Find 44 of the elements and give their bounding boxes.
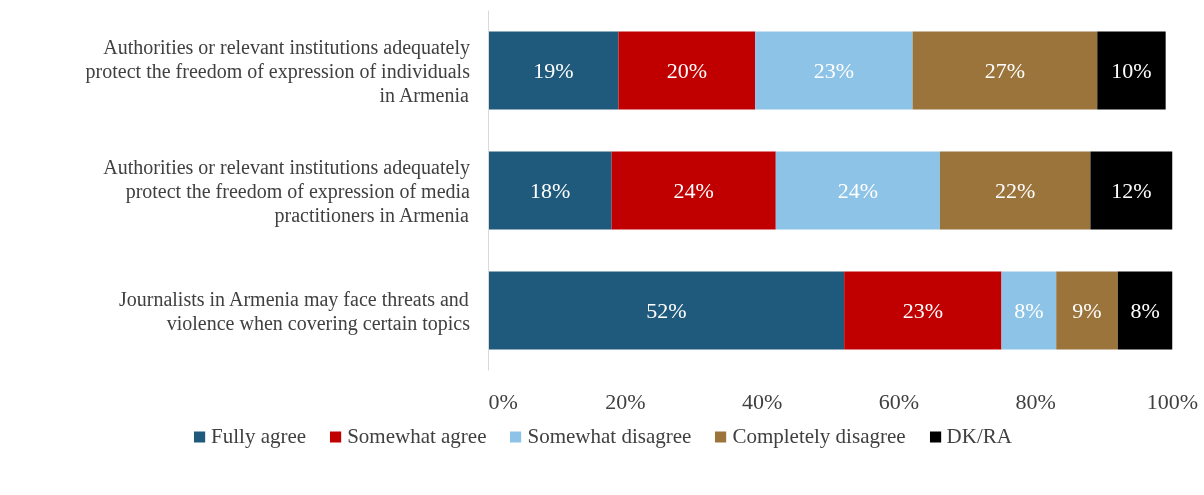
x-tick-label: 80%: [1015, 388, 1056, 414]
bar: [488, 271, 845, 350]
x-tick-label: 0%: [488, 388, 518, 414]
y-tick-label: Authorities or relevant institutions adequately protect the freedom of expression of individuals in Armenia: [85, 35, 471, 106]
data-label: 24%: [837, 178, 879, 203]
bar: [844, 271, 1002, 350]
bar: [912, 31, 1098, 110]
bar: [618, 31, 756, 110]
bar: [611, 151, 776, 230]
legend-label: Fully agree: [211, 423, 307, 449]
data-label: 27%: [984, 58, 1026, 83]
legend-label: Completely disagree: [732, 423, 906, 449]
legend-label: DK/RA: [946, 423, 1012, 449]
data-label: 8%: [1130, 298, 1160, 323]
bar: [755, 31, 913, 110]
bar: [488, 31, 619, 110]
bar: [1056, 271, 1118, 350]
bar: [1090, 151, 1173, 230]
bar: [775, 151, 940, 230]
data-label: 22%: [995, 178, 1036, 203]
bar: [1117, 271, 1173, 350]
data-label: 24%: [673, 178, 714, 203]
legend-label: Somewhat agree: [347, 423, 487, 449]
data-label: 18%: [529, 178, 571, 203]
x-tick-label: 20%: [605, 388, 646, 414]
bar: [939, 151, 1091, 230]
data-label: 8%: [1014, 298, 1044, 323]
x-tick-label: 100%: [1146, 388, 1199, 414]
data-label: 23%: [902, 298, 944, 323]
data-label: 19%: [533, 58, 574, 83]
y-tick-label: Authorities or relevant institutions adequately protect the freedom of expression of media practitioners in Armenia: [103, 155, 471, 227]
bar: [1097, 31, 1166, 110]
data-label: 12%: [1111, 178, 1152, 203]
x-tick-label: 60%: [878, 388, 920, 414]
bar: [1001, 271, 1057, 350]
data-label: 9%: [1072, 298, 1102, 323]
data-label: 20%: [666, 58, 708, 83]
x-tick-label: 40%: [741, 388, 783, 414]
data-label: 23%: [813, 58, 855, 83]
data-label: 52%: [646, 298, 687, 323]
bar: [488, 151, 612, 230]
legend-label: Somewhat disagree: [527, 423, 692, 449]
data-label: 10%: [1111, 58, 1152, 83]
y-tick-label: Journalists in Armenia may face threats and violence when covering certain topics: [118, 287, 471, 335]
